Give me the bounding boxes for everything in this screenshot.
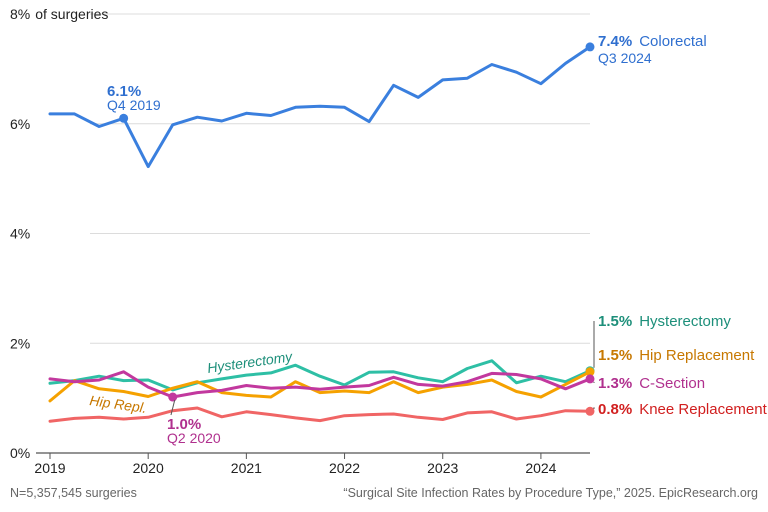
end-label-name: Colorectal [639,33,707,50]
axes: 0% 2% 4% 6% 8% of surgeries 2019 2020 2021 2022 20… [10,6,590,476]
y-tick-label: 2% [10,335,30,351]
y-tick-label: 6% [10,116,30,132]
annotation-value: 1.0% [167,416,201,433]
annotation-sub: Q4 2019 [107,97,161,113]
end-label: 1.5% Hysterectomy [598,313,731,330]
end-label-value: 1.5% [598,313,632,330]
end-label-value: 0.8% [598,401,632,418]
inline-series-label: Hysterectomy [206,348,294,376]
end-label-value: 7.4% [598,33,632,50]
gridlines [90,13,590,344]
source-note: “Surgical Site Infection Rates by Proced… [343,486,758,500]
series-line-knee-replacement [48,406,592,423]
end-label: 1.5% Hip Replacement [598,347,755,364]
series-lines [48,42,595,423]
annotation-leader [170,399,176,416]
x-tick-label: 2019 [34,460,65,476]
series-line-hysterectomy [48,359,592,392]
annotation-value: 6.1% [107,83,141,100]
endpoint-dot [585,42,595,52]
x-tick-label: 2022 [329,460,360,476]
end-label-value: 1.3% [598,375,632,392]
annotation-sub: Q2 2020 [167,430,221,446]
series-line-hip-replacement [48,370,592,403]
end-label-name: C-Section [639,375,705,392]
end-label-sub: Q3 2024 [598,50,652,66]
end-label-name: Knee Replacement [639,401,767,418]
series-line-colorectal [48,45,592,169]
x-tick-label: 2023 [427,460,458,476]
x-tick-label: 2020 [133,460,164,476]
y-tick-label: 0% [10,445,30,461]
y-axis-unit-label: of surgeries [35,6,108,22]
inline-series-label: Hip Repl. [89,392,148,416]
annotated-point [168,392,178,402]
end-label: 1.3% C-Section [598,375,705,392]
end-label-value: 1.5% [598,347,632,364]
x-tick-label: 2021 [231,460,262,476]
end-label-name: Hysterectomy [639,313,731,330]
end-label: 0.8% Knee Replacement [598,401,768,418]
endpoint-dot [585,367,595,377]
end-label: 7.4% Colorectal [598,33,707,50]
annotated-point [119,113,129,123]
x-tick-label: 2024 [525,460,556,476]
endpoint-dot [585,406,595,416]
series-line-c-section [48,370,592,399]
end-label-name: Hip Replacement [639,347,755,364]
y-tick-label: 8% of surgeries [10,6,108,22]
line-chart: 0% 2% 4% 6% 8% of surgeries 2019 2020 2021 2022 20… [10,6,768,476]
endpoint-dot [585,374,595,384]
y-tick-label: 4% [10,226,30,242]
sample-size-note: N=5,357,545 surgeries [10,486,137,500]
